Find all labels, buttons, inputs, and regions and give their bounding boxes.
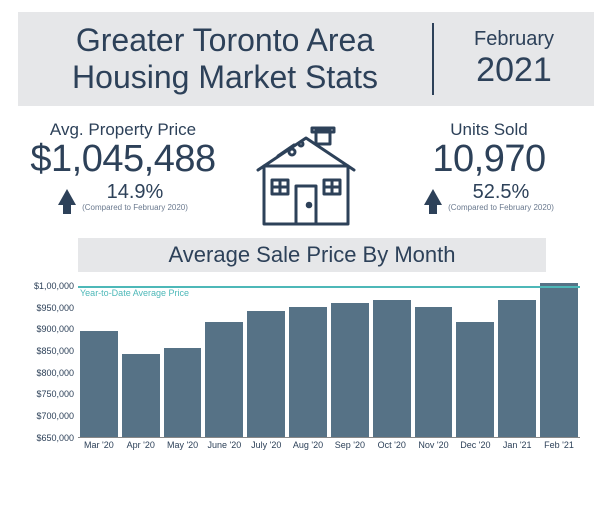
title-line1: Greater Toronto Area: [18, 22, 432, 59]
y-tick-label: $800,000: [36, 368, 74, 378]
header-month: February: [434, 28, 594, 51]
y-axis: $1,00,000 $950,000 $900,000 $850,000 $800,00…: [26, 278, 78, 438]
header-date: February 2021: [434, 28, 594, 90]
ytd-label: Year-to-Date Average Price: [80, 288, 189, 298]
avg-price-value: $1,045,488: [28, 140, 218, 180]
bar: [289, 307, 327, 437]
header-title: Greater Toronto Area Housing Market Stat…: [18, 22, 432, 96]
bar: [373, 300, 411, 436]
arrow-up-icon: [58, 189, 76, 205]
chart-section: Average Sale Price By Month $1,00,000 $95…: [0, 238, 612, 466]
avg-price-change: 14.9% (Compared to February 2020): [28, 181, 218, 212]
chart-plot: Year-to-Date Average Price: [78, 278, 580, 438]
x-tick-label: Sep '20: [331, 440, 369, 450]
units-sold-pct: 52.5%: [448, 181, 554, 204]
bar: [80, 331, 118, 437]
x-tick-label: Aug '20: [289, 440, 327, 450]
units-sold-value: 10,970: [394, 140, 584, 180]
bar: [415, 307, 453, 437]
bar: [540, 283, 578, 437]
bar: [122, 354, 160, 436]
x-axis-labels: Mar '20 Apr '20 May '20June '20 July '20 Aug…: [78, 440, 580, 450]
bar: [456, 322, 494, 437]
x-tick-label: Feb '21: [540, 440, 578, 450]
units-sold-compare: (Compared to February 2020): [448, 204, 554, 212]
y-tick-label: $700,000: [36, 411, 74, 421]
avg-price-block: Avg. Property Price $1,045,488 14.9% (Co…: [28, 120, 218, 213]
avg-price-label: Avg. Property Price: [28, 120, 218, 140]
avg-price-compare: (Compared to February 2020): [82, 204, 188, 212]
y-tick-label: $1,00,000: [34, 281, 74, 291]
units-sold-change: 52.5% (Compared to February 2020): [394, 181, 584, 212]
x-tick-label: Dec '20: [456, 440, 494, 450]
x-tick-label: July '20: [247, 440, 285, 450]
avg-price-pct: 14.9%: [82, 181, 188, 204]
units-sold-block: Units Sold 10,970 52.5% (Compared to Feb…: [394, 120, 584, 213]
x-tick-label: Mar '20: [80, 440, 118, 450]
header-bar: Greater Toronto Area Housing Market Stat…: [18, 12, 594, 106]
header-year: 2021: [434, 51, 594, 90]
units-sold-label: Units Sold: [394, 120, 584, 140]
x-tick-label: May '20: [164, 440, 202, 450]
bar: [498, 300, 536, 436]
x-tick-label: Oct '20: [373, 440, 411, 450]
y-tick-label: $650,000: [36, 433, 74, 443]
y-tick-label: $950,000: [36, 303, 74, 313]
arrow-up-icon: [424, 189, 442, 205]
bars-container: [78, 278, 580, 437]
stats-row: Avg. Property Price $1,045,488 14.9% (Co…: [0, 106, 612, 236]
chart-title: Average Sale Price By Month: [78, 238, 546, 272]
bar: [205, 322, 243, 437]
title-line2: Housing Market Stats: [18, 59, 432, 96]
bar: [247, 311, 285, 436]
y-tick-label: $900,000: [36, 324, 74, 334]
bar: [331, 303, 369, 437]
x-tick-label: Apr '20: [122, 440, 160, 450]
x-tick-label: June '20: [205, 440, 243, 450]
y-tick-label: $750,000: [36, 389, 74, 399]
x-tick-label: Jan '21: [498, 440, 536, 450]
chart-area: $1,00,000 $950,000 $900,000 $850,000 $800,00…: [26, 278, 586, 466]
house-icon: [246, 120, 366, 230]
y-tick-label: $850,000: [36, 346, 74, 356]
x-tick-label: Nov '20: [415, 440, 453, 450]
bar: [164, 348, 202, 437]
